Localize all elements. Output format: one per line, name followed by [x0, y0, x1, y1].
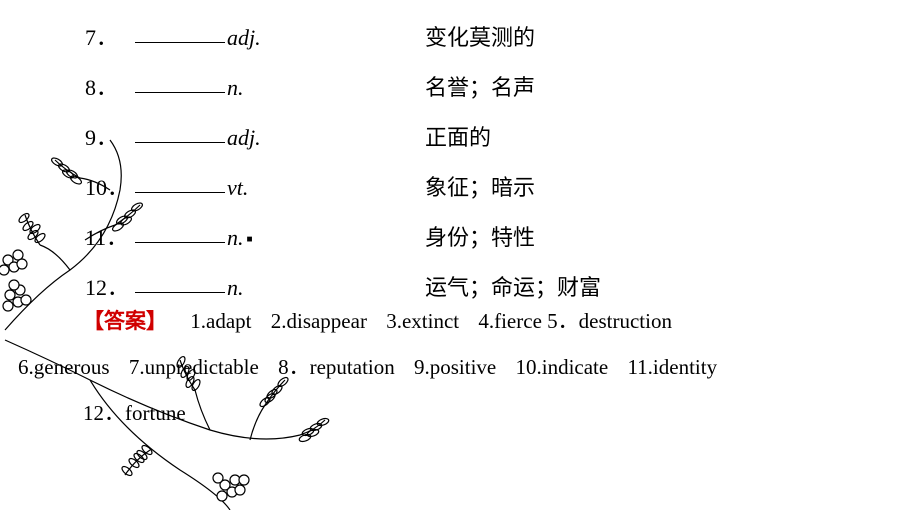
row-number: 9． [85, 120, 135, 152]
answer-item: 11.identity [627, 355, 717, 379]
answer-item: 2.disappear [271, 309, 367, 333]
answers-line: 【答案】 1.adapt 2.disappear 3.extinct 4.fie… [18, 300, 898, 342]
answer-item: 4.fierce 5．destruction [478, 309, 672, 333]
meaning: 名誉；名声 [425, 70, 535, 102]
row-number: 11． [85, 220, 135, 252]
vocab-row: 11． n. ■ 身份；特性 [85, 220, 885, 252]
part-of-speech: n. [227, 225, 244, 251]
blank-line [135, 42, 225, 43]
answer-item: 3.extinct [386, 309, 459, 333]
answers-block: 【答案】 1.adapt 2.disappear 3.extinct 4.fie… [18, 300, 898, 434]
answer-item: 6.generous [18, 355, 110, 379]
vocab-row: 9． adj. 正面的 [85, 120, 885, 152]
meaning: 正面的 [425, 120, 491, 152]
meaning: 象征；暗示 [425, 170, 535, 202]
vocab-row: 12． n. 运气；命运；财富 [85, 270, 885, 302]
center-marker: ■ [246, 234, 254, 245]
row-number: 12． [85, 270, 135, 302]
blank-line [135, 92, 225, 93]
answer-item: 10.indicate [515, 355, 608, 379]
blank-line [135, 142, 225, 143]
answers-line: 12．fortune [83, 392, 898, 434]
row-number: 10． [85, 170, 135, 202]
meaning: 身份；特性 [425, 220, 535, 252]
answers-line: 6.generous 7.unpredictable 8．reputation … [18, 346, 898, 388]
part-of-speech: n. [227, 275, 244, 301]
meaning: 运气；命运；财富 [425, 270, 601, 302]
blank-line [135, 292, 225, 293]
row-number: 8． [85, 70, 135, 102]
answer-item: 9.positive [414, 355, 496, 379]
answer-item: 1.adapt [190, 309, 251, 333]
vocab-list: 7． adj. 变化莫测的 8． n. 名誉；名声 9． adj. 正面的 10… [85, 20, 885, 320]
vocab-row: 8． n. 名誉；名声 [85, 70, 885, 102]
vocab-row: 7． adj. 变化莫测的 [85, 20, 885, 52]
part-of-speech: n. [227, 75, 244, 101]
part-of-speech: vt. [227, 175, 248, 201]
blank-line [135, 192, 225, 193]
meaning: 变化莫测的 [425, 20, 535, 52]
blank-line [135, 242, 225, 243]
vocab-row: 10． vt. 象征；暗示 [85, 170, 885, 202]
row-number: 7． [85, 20, 135, 52]
part-of-speech: adj. [227, 125, 261, 151]
part-of-speech: adj. [227, 25, 261, 51]
answer-item: 8．reputation [278, 355, 395, 379]
answer-label: 【答案】 [83, 309, 167, 333]
answer-item: 12．fortune [83, 401, 186, 425]
answer-item: 7.unpredictable [129, 355, 259, 379]
